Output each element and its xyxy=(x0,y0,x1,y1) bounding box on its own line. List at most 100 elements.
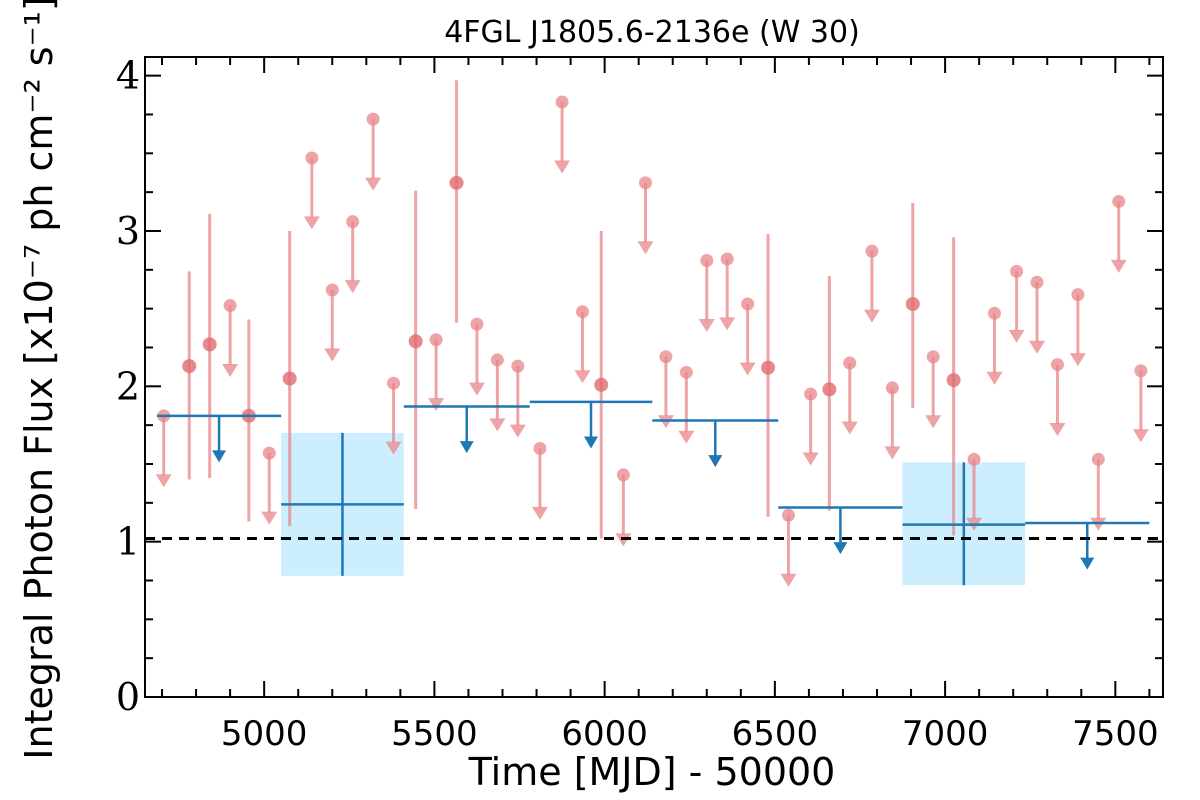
fine-upper-limit-point xyxy=(1112,194,1126,208)
fine-upper-limit-point xyxy=(429,333,443,347)
x-tick-label: 5000 xyxy=(221,714,308,754)
fine-upper-limit-point xyxy=(616,468,630,482)
fine-upper-limit-point xyxy=(720,252,734,266)
chart-title: 4FGL J1805.6-2136e (W 30) xyxy=(444,15,860,50)
fine-upper-limit-point xyxy=(1071,288,1085,302)
fine-upper-limit-arrow xyxy=(1110,259,1127,273)
fine-upper-limit-point xyxy=(1050,358,1064,372)
fine-upper-limit-point xyxy=(1030,275,1044,289)
fine-upper-limit-arrow xyxy=(719,317,736,331)
fine-detection-point xyxy=(449,175,464,190)
fine-detection-point xyxy=(202,337,217,352)
fine-upper-limit-point xyxy=(1010,264,1024,278)
fine-upper-limit-arrow xyxy=(1008,329,1025,343)
fine-detection-point xyxy=(408,334,423,349)
coarse-bin-series xyxy=(156,400,1150,586)
fine-upper-limit-point xyxy=(223,299,237,313)
fine-upper-limit-arrow xyxy=(986,371,1003,385)
y-tick-label: 0 xyxy=(116,675,140,719)
axis-ticks: 5000 5500 6000 6500 7000 7500 0 1 2 3 4 xyxy=(116,54,1163,754)
fine-upper-limit-arrow xyxy=(678,430,695,444)
fine-detection-point xyxy=(182,359,197,374)
fine-upper-limit-point xyxy=(865,244,879,258)
fine-upper-limit-arrow xyxy=(802,452,819,466)
fine-detection-point xyxy=(905,296,920,311)
y-tick-label: 2 xyxy=(116,364,140,408)
fine-upper-limit-arrow xyxy=(155,474,172,488)
y-tick-label: 1 xyxy=(116,520,140,564)
fine-upper-limit-point xyxy=(325,283,339,297)
fine-upper-limit-arrow xyxy=(841,421,858,435)
fine-detection-point xyxy=(761,360,776,375)
fine-upper-limit-arrow xyxy=(637,241,654,255)
fine-upper-limit-arrow xyxy=(1029,340,1046,354)
coarse-detection-boxes xyxy=(281,432,1026,586)
fine-upper-limit-point xyxy=(987,306,1001,320)
fine-upper-limit-point xyxy=(700,253,714,267)
fine-upper-limit-point xyxy=(781,508,795,522)
fine-upper-limit-arrow xyxy=(509,424,526,438)
x-tick-label: 6000 xyxy=(561,714,648,754)
coarse-upper-limit-arrow xyxy=(1080,557,1095,570)
fine-upper-limit-point xyxy=(967,452,981,466)
coarse-upper-limit-arrow xyxy=(459,441,474,454)
plot-frame xyxy=(144,56,1164,698)
y-axis-label: Integral Photon Flux [x10⁻⁷ ph cm⁻² s⁻¹] xyxy=(17,0,61,760)
x-tick-label: 5500 xyxy=(391,714,478,754)
fine-upper-limit-arrow xyxy=(385,441,402,455)
fine-detection-point xyxy=(822,382,837,397)
fine-upper-limit-arrow xyxy=(925,415,942,429)
fine-upper-limit-arrow xyxy=(261,511,278,525)
coarse-upper-limit-arrow xyxy=(708,455,723,468)
fine-upper-limit-arrow xyxy=(531,506,548,520)
fine-upper-limit-arrow xyxy=(863,309,880,323)
coarse-upper-limit-arrow xyxy=(584,436,599,449)
fine-upper-limit-arrow xyxy=(554,160,571,174)
fine-upper-limit-arrow xyxy=(365,177,382,191)
fine-upper-limit-point xyxy=(262,446,276,460)
fine-upper-limit-arrow xyxy=(657,415,674,429)
fine-upper-limit-arrow xyxy=(1049,423,1066,437)
fine-upper-limit-arrow xyxy=(574,370,591,384)
fine-upper-limit-arrow xyxy=(884,446,901,460)
x-tick-label: 6500 xyxy=(732,714,819,754)
fine-upper-limit-point xyxy=(387,376,401,390)
fine-upper-limit-point xyxy=(366,112,380,126)
fine-detection-point xyxy=(946,373,961,388)
fine-upper-limit-point xyxy=(576,305,590,319)
fine-upper-limit-point xyxy=(638,176,652,190)
fine-upper-limit-arrow xyxy=(468,382,485,396)
fine-upper-limit-point xyxy=(511,359,525,373)
fine-upper-limit-point xyxy=(741,297,755,311)
x-axis-label: Time [MJD] - 50000 xyxy=(468,750,836,794)
fine-upper-limit-arrow xyxy=(344,280,361,294)
fine-upper-limit-arrow xyxy=(303,216,320,230)
fine-upper-limit-point xyxy=(804,387,818,401)
fine-upper-limit-point xyxy=(1134,364,1148,378)
fine-upper-limit-point xyxy=(305,151,319,165)
fine-upper-limit-arrow xyxy=(698,318,715,332)
x-tick-label: 7000 xyxy=(902,714,989,754)
fine-upper-limit-point xyxy=(659,350,673,364)
fine-upper-limit-point xyxy=(555,95,569,109)
fine-upper-limit-arrow xyxy=(1090,517,1107,531)
fine-upper-limit-arrow xyxy=(1069,353,1086,367)
fine-upper-limit-point xyxy=(679,365,693,379)
fine-upper-limit-point xyxy=(490,353,504,367)
fine-bin-series xyxy=(155,80,1149,587)
fine-upper-limit-point xyxy=(533,441,547,455)
fine-upper-limit-point xyxy=(346,215,360,229)
y-tick-label: 4 xyxy=(116,54,140,98)
fine-upper-limit-arrow xyxy=(222,364,239,377)
coarse-upper-limit-arrow xyxy=(212,450,227,463)
fine-detection-point xyxy=(594,377,609,392)
fine-upper-limit-point xyxy=(843,356,857,370)
coarse-upper-limit-arrow xyxy=(833,542,848,555)
fine-upper-limit-arrow xyxy=(428,398,445,412)
fine-upper-limit-arrow xyxy=(1132,429,1149,443)
x-tick-label: 7500 xyxy=(1072,714,1159,754)
y-tick-label: 3 xyxy=(116,209,140,253)
fine-upper-limit-arrow xyxy=(489,418,506,432)
fine-upper-limit-arrow xyxy=(739,362,756,376)
